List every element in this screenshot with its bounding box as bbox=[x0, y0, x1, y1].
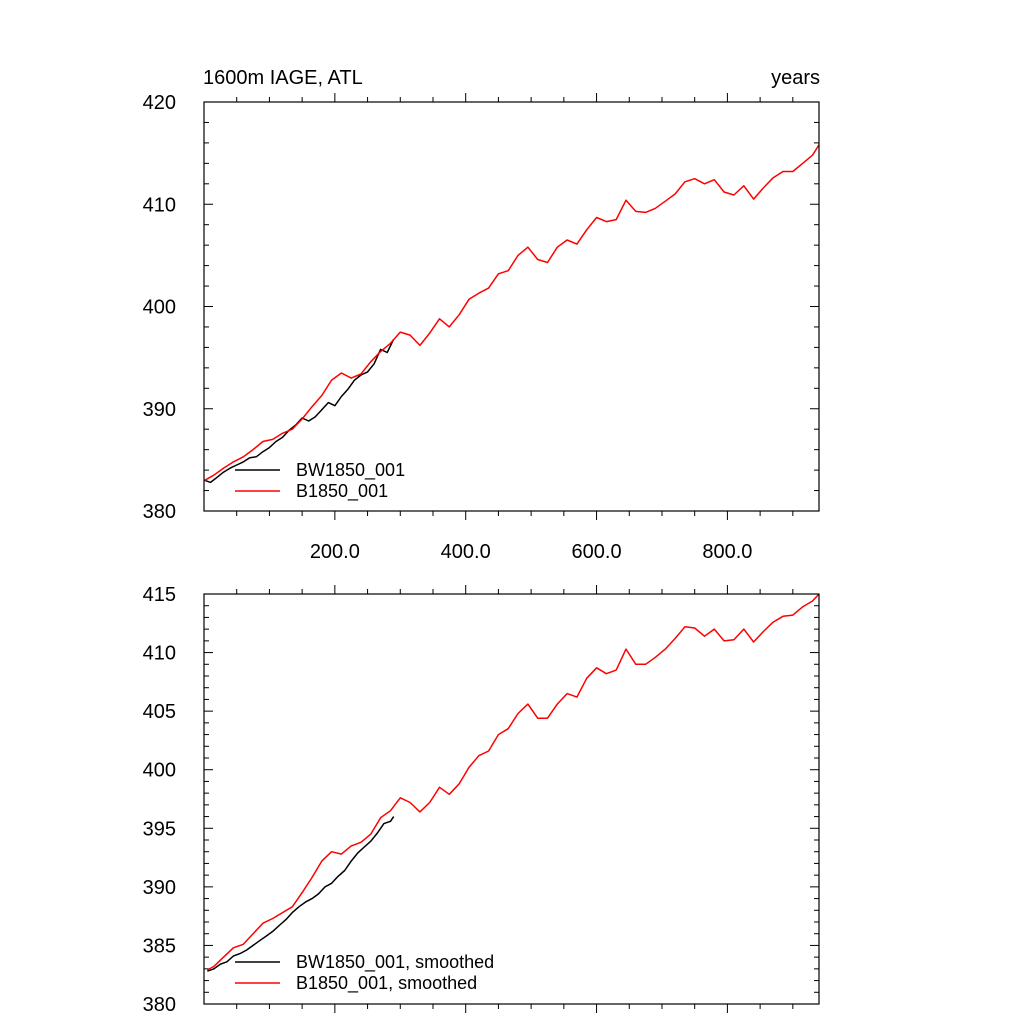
legend-label-b1850: B1850_001 bbox=[296, 481, 388, 502]
top-panel-legend: BW1850_001 B1850_001 bbox=[235, 460, 405, 502]
bottom-panel-frame bbox=[203, 593, 820, 1005]
top-panel-units: years bbox=[771, 67, 820, 89]
y-tick-label: 390 bbox=[143, 877, 176, 899]
bottom-panel: 380 385 390 395 400 405 410 415 BW1850_001, smo… bbox=[143, 584, 820, 1016]
y-tick-label: 395 bbox=[143, 818, 176, 840]
y-tick-label: 380 bbox=[143, 501, 176, 523]
y-tick-label: 410 bbox=[143, 643, 176, 665]
y-tick-label: 400 bbox=[143, 297, 176, 319]
y-tick-label: 415 bbox=[143, 584, 176, 606]
series-line-1 bbox=[206, 593, 820, 971]
x-tick-label: 800.0 bbox=[702, 541, 752, 563]
y-tick-label: 380 bbox=[143, 994, 176, 1016]
top-panel-frame bbox=[203, 101, 820, 512]
y-tick-label: 400 bbox=[143, 760, 176, 782]
y-tick-label: 385 bbox=[143, 935, 176, 957]
y-tick-label: 410 bbox=[143, 194, 176, 216]
top-panel-ticks: 380 390 400 410 420 200.0 400.0 600.0 800.0 bbox=[143, 92, 819, 563]
x-tick-label: 200.0 bbox=[310, 541, 360, 563]
legend-label-bw1850-smoothed: BW1850_001, smoothed bbox=[296, 952, 494, 973]
y-tick-label: 420 bbox=[143, 92, 176, 114]
y-tick-label: 405 bbox=[143, 701, 176, 723]
bottom-panel-series bbox=[206, 593, 820, 972]
top-panel: 1600m IAGE, ATL years 380 390 400 410 420 200… bbox=[143, 67, 820, 563]
x-tick-label: 400.0 bbox=[441, 541, 491, 563]
bottom-panel-legend: BW1850_001, smoothed B1850_001, smoothed bbox=[235, 952, 494, 994]
x-tick-label: 600.0 bbox=[572, 541, 622, 563]
series-line-0 bbox=[207, 816, 395, 972]
legend-label-b1850-smoothed: B1850_001, smoothed bbox=[296, 973, 477, 994]
series-line-1 bbox=[204, 144, 820, 481]
top-panel-series bbox=[204, 144, 820, 484]
bottom-panel-ticks: 380 385 390 395 400 405 410 415 bbox=[143, 584, 819, 1016]
y-tick-label: 390 bbox=[143, 399, 176, 421]
legend-label-bw1850: BW1850_001 bbox=[296, 460, 405, 481]
top-panel-title: 1600m IAGE, ATL bbox=[203, 67, 363, 89]
